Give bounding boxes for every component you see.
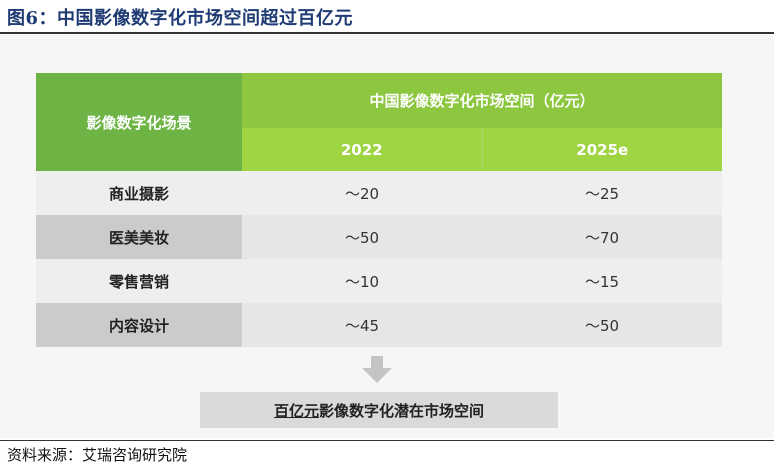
year-header-2022: 2022 — [242, 128, 482, 171]
value-2022: ～50 — [242, 215, 482, 259]
bottom-rule — [0, 440, 774, 441]
source-note: 资料来源：艾瑞咨询研究院 — [7, 446, 188, 464]
scene-label: 商业摄影 — [36, 171, 242, 215]
figure-title: 图6：中国影像数字化市场空间超过百亿元 — [7, 8, 354, 29]
top-rule — [0, 32, 774, 34]
value-2025e: ～25 — [482, 171, 723, 215]
value-2022: ～10 — [242, 259, 482, 303]
scene-header: 影像数字化场景 — [36, 73, 242, 171]
value-2022: ～20 — [242, 171, 482, 215]
table-row: 商业摄影 ～20 ～25 — [36, 171, 723, 215]
scene-label: 内容设计 — [36, 303, 242, 347]
summary-text: 影像数字化潜在市场空间 — [319, 401, 485, 420]
scene-label: 零售营销 — [36, 259, 242, 303]
value-2022: ～45 — [242, 303, 482, 347]
table-row: 内容设计 ～45 ～50 — [36, 303, 723, 347]
year-header-2025e: 2025e — [481, 128, 723, 171]
scene-label: 医美美妆 — [36, 215, 242, 259]
summary-box: 百亿元 影像数字化潜在市场空间 — [200, 392, 558, 428]
value-2025e: ～50 — [482, 303, 723, 347]
table-row: 医美美妆 ～50 ～70 — [36, 215, 723, 259]
value-2025e: ～15 — [482, 259, 723, 303]
market-size-table: 影像数字化场景 中国影像数字化市场空间（亿元） 2022 2025e 商业摄影 … — [36, 73, 723, 347]
value-2025e: ～70 — [482, 215, 723, 259]
summary-emphasis: 百亿元 — [273, 401, 319, 420]
table-row: 零售营销 ～10 ～15 — [36, 259, 723, 303]
down-arrow-icon — [362, 356, 392, 383]
market-size-header: 中国影像数字化市场空间（亿元） — [242, 73, 723, 128]
